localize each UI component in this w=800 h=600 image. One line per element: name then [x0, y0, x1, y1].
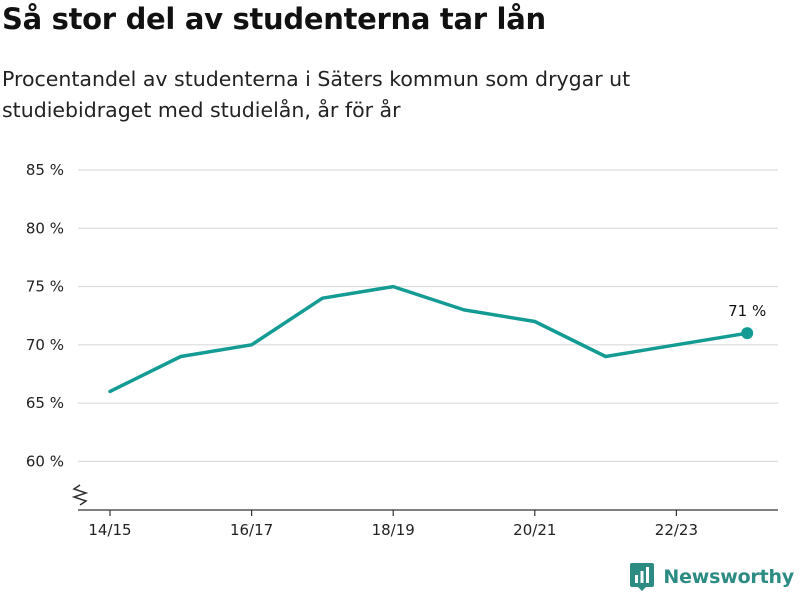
y-tick-label: 80 % — [26, 219, 64, 237]
y-axis-ticks: 60 % 65 % 70 % 75 % 80 % 85 % — [26, 161, 64, 470]
x-axis: 14/15 16/17 18/19 20/21 22/23 — [71, 484, 778, 539]
x-tick-label: 22/23 — [655, 521, 698, 539]
y-tick-label: 85 % — [26, 161, 64, 179]
x-tick-label: 20/21 — [513, 521, 556, 539]
end-value-label: 71 % — [728, 302, 766, 320]
y-tick-label: 70 % — [26, 336, 64, 354]
x-tick-label: 16/17 — [230, 521, 273, 539]
y-tick-label: 60 % — [26, 452, 64, 470]
chart-title: Så stor del av studenterna tar lån — [2, 2, 546, 36]
brand-name: Newsworthy — [663, 566, 794, 588]
grid-lines — [78, 169, 778, 462]
brand-logo: Newsworthy — [629, 562, 794, 592]
series-layer: 71 % — [108, 284, 766, 394]
newsworthy-logo-icon — [630, 563, 655, 591]
chart-subtitle: Procentandel av studenterna i Säters kom… — [2, 67, 631, 122]
y-tick-label: 75 % — [26, 278, 64, 296]
x-tick-label: 14/15 — [88, 521, 131, 539]
end-point-marker — [741, 327, 754, 340]
y-tick-label: 65 % — [26, 394, 64, 412]
axis-break-icon — [71, 484, 89, 506]
x-tick-label: 18/19 — [372, 521, 415, 539]
series-line — [108, 284, 749, 394]
